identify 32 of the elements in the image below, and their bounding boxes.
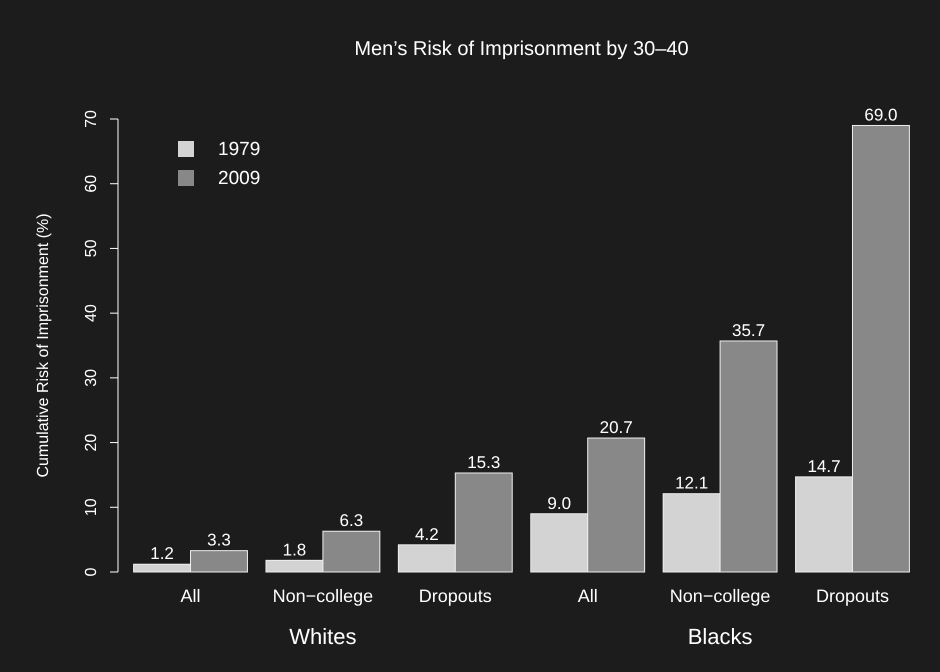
y-tick-label: 60 <box>83 174 100 193</box>
data-label: 1.2 <box>150 544 174 564</box>
y-tick-label: 40 <box>83 304 100 322</box>
y-tick-label: 20 <box>83 434 100 452</box>
data-label: 3.3 <box>207 530 231 550</box>
data-label: 1.8 <box>282 540 306 560</box>
y-axis-title: Cumulative Risk of Imprisonment (%) <box>35 213 52 478</box>
data-label: 4.2 <box>415 524 439 544</box>
y-tick-label: 10 <box>83 498 100 516</box>
data-label: 9.0 <box>547 494 572 513</box>
x-tick-label: Dropouts <box>816 586 890 606</box>
legend-label: 1979 <box>218 139 260 160</box>
chart-title: Men’s Risk of Imprisonment by 30–40 <box>354 38 689 60</box>
data-label: 6.3 <box>340 511 364 530</box>
y-tick-label: 30 <box>83 368 100 387</box>
text: Whites <box>289 624 357 649</box>
data-label: 15.3 <box>467 452 500 472</box>
x-tick-label: Non−college <box>670 586 770 606</box>
data-label: 14.7 <box>807 456 841 476</box>
x-tick-label: Non−college <box>272 586 374 606</box>
data-label: 20.7 <box>600 418 633 438</box>
x-tick-label: All <box>578 586 598 606</box>
data-label: 12.1 <box>675 474 708 493</box>
y-tick-label: 0 <box>83 567 100 576</box>
legend-label: 2009 <box>218 168 260 189</box>
y-tick-label: 50 <box>83 239 100 258</box>
x-tick-label: All <box>180 586 201 606</box>
data-label: 35.7 <box>732 320 766 340</box>
text: Blacks <box>688 624 752 649</box>
y-tick-label: 70 <box>83 110 100 128</box>
data-label: 69.0 <box>864 105 898 124</box>
x-tick-label: Dropouts <box>418 586 492 606</box>
